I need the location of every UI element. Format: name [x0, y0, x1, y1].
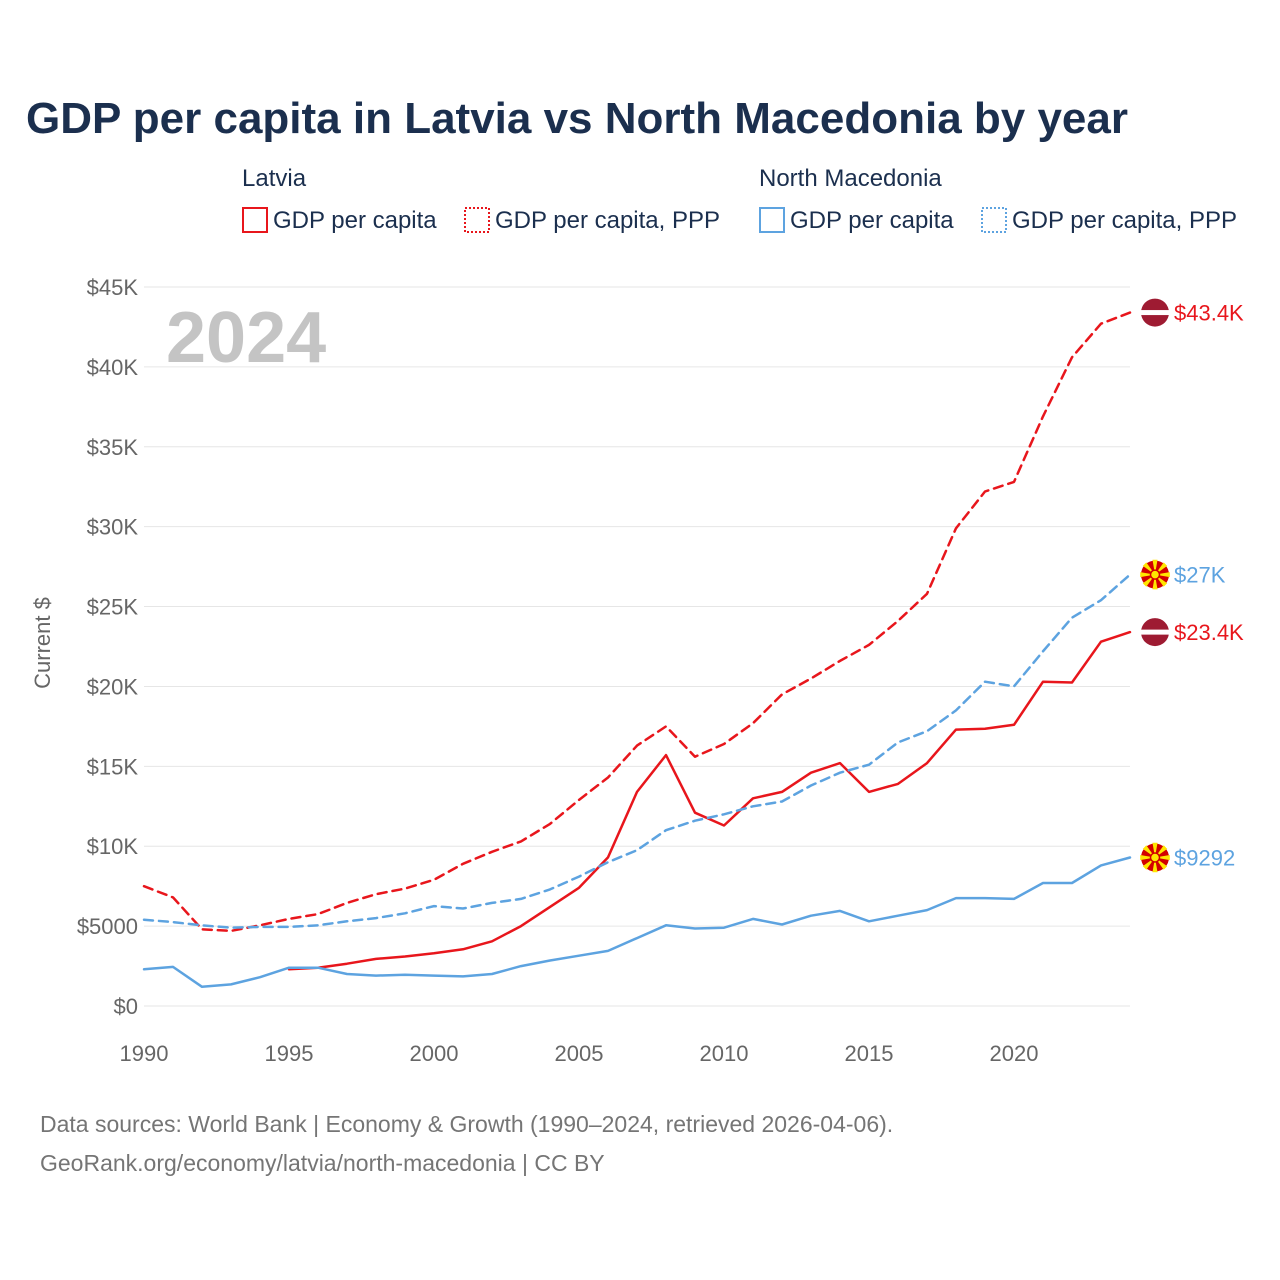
x-tick-label: 2010	[700, 1041, 749, 1066]
x-tick-label: 2005	[555, 1041, 604, 1066]
legend-group-latvia: Latvia	[242, 165, 307, 192]
legend-label-mk-gdp: GDP per capita	[790, 207, 954, 234]
legend-swatch-mk-ppp	[981, 207, 1007, 233]
end-label-latvia-solid: $23.4K	[1174, 620, 1244, 645]
source-line-2: GeoRank.org/economy/latvia/north-macedon…	[40, 1150, 605, 1176]
chart-title: GDP per capita in Latvia vs North Macedo…	[26, 94, 1128, 143]
end-label-latvia-dashed: $43.4K	[1174, 301, 1244, 326]
series-line-north_macedonia-solid	[142, 856, 1132, 989]
x-tick-label: 1995	[265, 1041, 314, 1066]
legend-swatch-mk-gdp	[759, 207, 785, 233]
year-watermark: 2024	[166, 298, 326, 378]
end-markers: $23.4K $43.4K $9292 $27K	[1140, 298, 1244, 873]
legend-swatch-latvia-ppp	[464, 207, 490, 233]
x-axis-ticks: 1990 1995 2000 2005 2010 2015 2020	[120, 1041, 1039, 1066]
series-lines	[142, 311, 1132, 989]
x-tick-label: 2000	[410, 1041, 459, 1066]
y-axis-title: Current $	[30, 597, 55, 689]
y-tick-label: $10K	[87, 834, 139, 859]
source-line-1: Data sources: World Bank | Economy & Gro…	[40, 1111, 893, 1137]
end-label-north_macedonia-solid: $9292	[1174, 846, 1235, 871]
y-tick-label: $45K	[87, 275, 139, 300]
legend: Latvia GDP per capita GDP per capita, PP…	[242, 165, 1237, 234]
legend-group-north-macedonia: North Macedonia	[759, 165, 942, 192]
y-tick-label: $15K	[87, 754, 139, 779]
legend-swatch-latvia-gdp	[242, 207, 268, 233]
series-line-latvia-dashed	[142, 311, 1132, 933]
x-tick-label: 2015	[845, 1041, 894, 1066]
legend-label-latvia-gdp: GDP per capita	[273, 207, 437, 234]
legend-label-mk-ppp: GDP per capita, PPP	[1012, 207, 1237, 234]
y-tick-label: $20K	[87, 674, 139, 699]
y-tick-label: $25K	[87, 595, 139, 620]
x-tick-label: 1990	[120, 1041, 169, 1066]
legend-label-latvia-ppp: GDP per capita, PPP	[495, 207, 720, 234]
y-tick-label: $30K	[87, 515, 139, 540]
latvia-flag-icon	[1141, 618, 1169, 647]
y-axis-ticks: $0 $5000 $10K $15K $20K $25K $30K $35K $40K $45K	[77, 275, 139, 1019]
series-line-north_macedonia-dashed	[142, 573, 1132, 929]
latvia-flag-icon	[1141, 298, 1169, 327]
y-tick-label: $35K	[87, 435, 139, 460]
end-label-north_macedonia-dashed: $27K	[1174, 563, 1226, 588]
x-tick-label: 2020	[990, 1041, 1039, 1066]
north-macedonia-flag-icon	[1140, 559, 1170, 590]
y-tick-label: $40K	[87, 355, 139, 380]
y-tick-label: $5000	[77, 914, 138, 939]
y-tick-label: $0	[114, 994, 138, 1019]
series-line-latvia-solid	[287, 630, 1132, 971]
north-macedonia-flag-icon	[1140, 842, 1170, 873]
